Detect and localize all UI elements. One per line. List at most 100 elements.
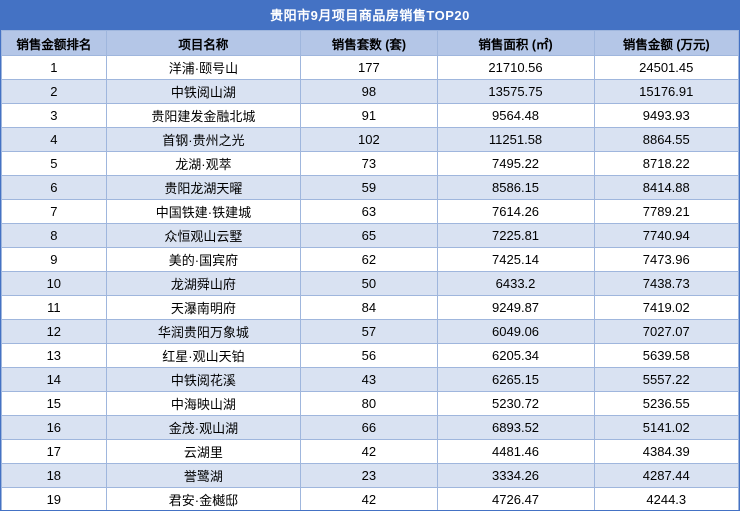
project-name-cell: 龙湖·观萃 [105,151,302,176]
table-row: 12 华润贵阳万象城 57 6049.06 7027.07 [1,319,739,344]
amount-cell: 7419.02 [593,295,739,320]
area-cell: 6205.34 [436,343,595,368]
area-cell: 5230.72 [436,391,595,416]
header-row: 销售金额排名 项目名称 销售套数 (套) 销售面积 (㎡) 销售金额 (万元) [1,30,739,56]
amount-cell: 7438.73 [593,271,739,296]
project-name-cell: 洋浦·颐号山 [105,55,302,80]
table-row: 3 贵阳建发金融北城 91 9564.48 9493.93 [1,103,739,128]
rank-cell: 11 [1,295,107,320]
area-cell: 6049.06 [436,319,595,344]
units-cell: 62 [300,247,438,272]
units-cell: 23 [300,463,438,488]
area-cell: 21710.56 [436,55,595,80]
rank-cell: 9 [1,247,107,272]
units-cell: 43 [300,367,438,392]
table-row: 16 金茂·观山湖 66 6893.52 5141.02 [1,415,739,440]
area-cell: 11251.58 [436,127,595,152]
project-name-cell: 君安·金樾邸 [105,487,302,510]
rank-cell: 10 [1,271,107,296]
table-row: 10 龙湖舜山府 50 6433.2 7438.73 [1,271,739,296]
table-row: 17 云湖里 42 4481.46 4384.39 [1,439,739,464]
rank-cell: 6 [1,175,107,200]
table-row: 14 中铁阅花溪 43 6265.15 5557.22 [1,367,739,392]
rank-cell: 2 [1,79,107,104]
project-name-cell: 中铁阅山湖 [105,79,302,104]
rank-cell: 18 [1,463,107,488]
amount-cell: 15176.91 [593,79,739,104]
area-cell: 3334.26 [436,463,595,488]
table-title: 贵阳市9月项目商品房销售TOP20 [1,1,739,30]
amount-cell: 4384.39 [593,439,739,464]
rank-cell: 8 [1,223,107,248]
area-cell: 7225.81 [436,223,595,248]
project-name-cell: 天瀑南明府 [105,295,302,320]
units-cell: 56 [300,343,438,368]
table-row: 13 红星·观山天铂 56 6205.34 5639.58 [1,343,739,368]
column-header-rank: 销售金额排名 [1,30,107,56]
project-name-cell: 众恒观山云墅 [105,223,302,248]
project-name-cell: 中国铁建·铁建城 [105,199,302,224]
area-cell: 9564.48 [436,103,595,128]
amount-cell: 8414.88 [593,175,739,200]
area-cell: 6265.15 [436,367,595,392]
amount-cell: 4244.3 [593,487,739,510]
rank-cell: 4 [1,127,107,152]
rank-cell: 15 [1,391,107,416]
area-cell: 7495.22 [436,151,595,176]
column-header-units: 销售套数 (套) [300,30,438,56]
project-name-cell: 贵阳建发金融北城 [105,103,302,128]
rank-cell: 7 [1,199,107,224]
units-cell: 57 [300,319,438,344]
project-name-cell: 首钢·贵州之光 [105,127,302,152]
area-cell: 9249.87 [436,295,595,320]
amount-cell: 7473.96 [593,247,739,272]
table-row: 8 众恒观山云墅 65 7225.81 7740.94 [1,223,739,248]
project-name-cell: 美的·国宾府 [105,247,302,272]
project-name-cell: 龙湖舜山府 [105,271,302,296]
table-row: 2 中铁阅山湖 98 13575.75 15176.91 [1,79,739,104]
project-name-cell: 红星·观山天铂 [105,343,302,368]
table-row: 18 誉鹭湖 23 3334.26 4287.44 [1,463,739,488]
units-cell: 91 [300,103,438,128]
project-name-cell: 贵阳龙湖天曜 [105,175,302,200]
project-name-cell: 云湖里 [105,439,302,464]
rank-cell: 3 [1,103,107,128]
units-cell: 66 [300,415,438,440]
area-cell: 13575.75 [436,79,595,104]
area-cell: 6893.52 [436,415,595,440]
units-cell: 59 [300,175,438,200]
rank-cell: 12 [1,319,107,344]
area-cell: 6433.2 [436,271,595,296]
table-row: 1 洋浦·颐号山 177 21710.56 24501.45 [1,55,739,80]
amount-cell: 8864.55 [593,127,739,152]
units-cell: 50 [300,271,438,296]
units-cell: 84 [300,295,438,320]
units-cell: 102 [300,127,438,152]
amount-cell: 7740.94 [593,223,739,248]
table-body: 1 洋浦·颐号山 177 21710.56 24501.45 2 中铁阅山湖 98 13575.… [1,55,739,510]
table-row: 7 中国铁建·铁建城 63 7614.26 7789.21 [1,199,739,224]
table-row: 5 龙湖·观萃 73 7495.22 8718.22 [1,151,739,176]
table-row: 15 中海映山湖 80 5230.72 5236.55 [1,391,739,416]
column-header-amount: 销售金额 (万元) [593,30,739,56]
units-cell: 80 [300,391,438,416]
table-row: 9 美的·国宾府 62 7425.14 7473.96 [1,247,739,272]
project-name-cell: 中海映山湖 [105,391,302,416]
units-cell: 65 [300,223,438,248]
project-name-cell: 金茂·观山湖 [105,415,302,440]
area-cell: 7425.14 [436,247,595,272]
project-name-cell: 誉鹭湖 [105,463,302,488]
amount-cell: 4287.44 [593,463,739,488]
rank-cell: 17 [1,439,107,464]
rank-cell: 14 [1,367,107,392]
table-row: 6 贵阳龙湖天曜 59 8586.15 8414.88 [1,175,739,200]
sales-table-grid: 销售金额排名 项目名称 销售套数 (套) 销售面积 (㎡) 销售金额 (万元) 1 洋浦·… [1,30,739,510]
column-header-project-name: 项目名称 [105,30,302,56]
table-row: 4 首钢·贵州之光 102 11251.58 8864.55 [1,127,739,152]
area-cell: 8586.15 [436,175,595,200]
units-cell: 42 [300,487,438,510]
units-cell: 98 [300,79,438,104]
project-name-cell: 华润贵阳万象城 [105,319,302,344]
area-cell: 7614.26 [436,199,595,224]
